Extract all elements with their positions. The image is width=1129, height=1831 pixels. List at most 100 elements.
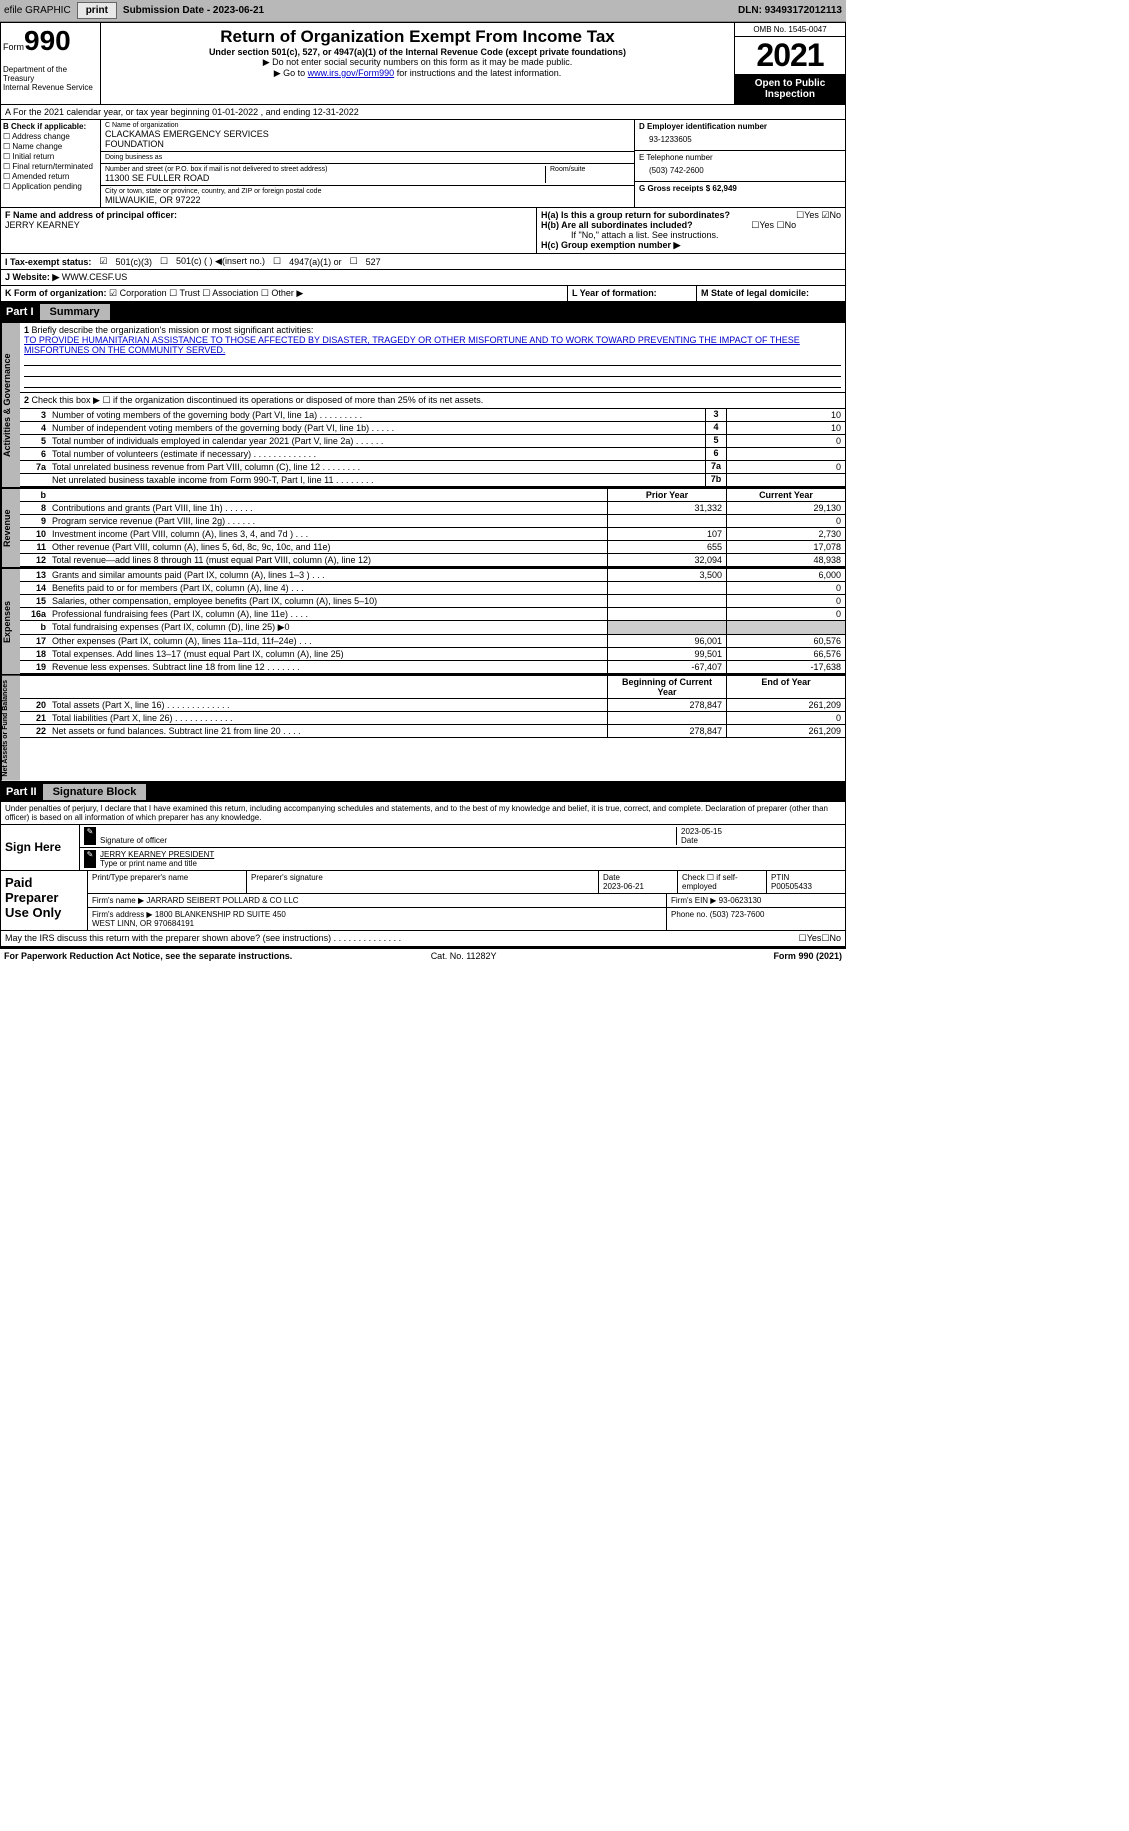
sig-date: 2023-05-15	[681, 827, 722, 836]
ptin: P00505433	[771, 882, 812, 891]
line-b: bTotal fundraising expenses (Part IX, co…	[20, 621, 845, 635]
vtab-expenses: Expenses	[1, 569, 20, 674]
form-label: Form	[3, 42, 24, 52]
527: 527	[366, 257, 381, 267]
hc-label: H(c) Group exemption number ▶	[541, 240, 680, 250]
hdr-prior-year: Prior Year	[607, 489, 726, 501]
street-label: Number and street (or P.O. box if mail i…	[105, 166, 545, 173]
irs-link[interactable]: www.irs.gov/Form990	[308, 68, 395, 78]
line-19: 19Revenue less expenses. Subtract line 1…	[20, 661, 845, 674]
pp-sig-l: Preparer's signature	[247, 871, 599, 893]
line-10: 10Investment income (Part VIII, column (…	[20, 528, 845, 541]
line-16a: 16aProfessional fundraising fees (Part I…	[20, 608, 845, 621]
tax-year: 2021	[735, 37, 845, 74]
city-label: City or town, state or province, country…	[105, 188, 321, 195]
ein: 93-1233605	[639, 131, 841, 148]
line-17: 17Other expenses (Part IX, column (A), l…	[20, 635, 845, 648]
ha-label: H(a) Is this a group return for subordin…	[541, 210, 730, 220]
room-label: Room/suite	[550, 166, 630, 173]
cat-no: Cat. No. 11282Y	[431, 951, 497, 961]
vtab-revenue: Revenue	[1, 489, 20, 567]
form-ref: Form 990 (2021)	[773, 951, 842, 961]
firm-phone: Phone no. (503) 723-7600	[667, 908, 845, 930]
pp-date: 2023-06-21	[603, 882, 644, 891]
row-a-period: A For the 2021 calendar year, or tax yea…	[0, 105, 846, 120]
vtab-netassets: Net Assets or Fund Balances	[1, 676, 20, 781]
paid-preparer: Paid Preparer Use Only	[1, 871, 88, 930]
line-15: 15Salaries, other compensation, employee…	[20, 595, 845, 608]
org-name: CLACKAMAS EMERGENCY SERVICES FOUNDATION	[105, 129, 630, 149]
formorg-label: K Form of organization:	[5, 288, 107, 298]
omb-no: OMB No. 1545-0047	[735, 23, 845, 37]
type-name-label: Type or print name and title	[100, 859, 197, 868]
501c: 501(c) ( ) ◀(insert no.)	[176, 256, 265, 267]
goto-post: for instructions and the latest informat…	[394, 68, 561, 78]
chk-amended: ☐ Amended return	[3, 172, 98, 181]
officer-label: F Name and address of principal officer:	[5, 210, 532, 220]
chk-final: ☐ Final return/terminated	[3, 162, 98, 171]
open-inspection: Open to Public Inspection	[735, 74, 845, 104]
hdr-current-year: Current Year	[726, 489, 845, 501]
tel: (503) 742-2600	[639, 162, 841, 179]
paperwork-notice: For Paperwork Reduction Act Notice, see …	[4, 951, 292, 961]
line-22: 22Net assets or fund balances. Subtract …	[20, 725, 845, 738]
l2: Check this box ▶ ☐ if the organization d…	[32, 395, 484, 405]
may-discuss: May the IRS discuss this return with the…	[5, 933, 799, 944]
website-label: J Website: ▶	[5, 272, 59, 282]
domicile-label: M State of legal domicile:	[701, 288, 809, 298]
dln: DLN: 93493172012113	[738, 5, 842, 16]
form-header: Form990 Department of the Treasury Inter…	[0, 22, 846, 105]
mission: TO PROVIDE HUMANITARIAN ASSISTANCE TO TH…	[24, 335, 800, 355]
submission-date: Submission Date - 2023-06-21	[123, 5, 264, 16]
chk-name: ☐ Name change	[3, 142, 98, 151]
officer-typed: JERRY KEARNEY PRESIDENT	[100, 850, 214, 859]
line-21: 21Total liabilities (Part X, line 26) . …	[20, 712, 845, 725]
goto-pre: ▶ Go to	[274, 68, 308, 78]
line-14: 14Benefits paid to or for members (Part …	[20, 582, 845, 595]
line-12: 12Total revenue—add lines 8 through 11 (…	[20, 554, 845, 567]
line-13: 13Grants and similar amounts paid (Part …	[20, 569, 845, 582]
part2-header: Part IISignature Block	[0, 782, 846, 802]
tel-label: E Telephone number	[639, 153, 841, 162]
form-990: 990	[24, 25, 71, 56]
sig-officer-label: Signature of officer	[100, 836, 167, 845]
website: WWW.CESF.US	[62, 272, 128, 282]
chk-initial: ☐ Initial return	[3, 152, 98, 161]
line-18: 18Total expenses. Add lines 13–17 (must …	[20, 648, 845, 661]
l1: Briefly describe the organization's miss…	[32, 325, 314, 335]
firm-name: JARRARD SEIBERT POLLARD & CO LLC	[146, 896, 298, 905]
line-5: 5Total number of individuals employed in…	[20, 435, 845, 448]
form-sub1: Under section 501(c), 527, or 4947(a)(1)…	[105, 47, 730, 57]
pp-self: Check ☐ if self-employed	[678, 871, 767, 893]
dba-label: Doing business as	[105, 154, 162, 161]
hb-note: If "No," attach a list. See instructions…	[541, 230, 841, 240]
toolbar: efile GRAPHIC print Submission Date - 20…	[0, 0, 846, 22]
dept-treasury: Department of the Treasury Internal Reve…	[3, 65, 98, 92]
4947: 4947(a)(1) or	[289, 257, 342, 267]
yof-label: L Year of formation:	[572, 288, 657, 298]
line-9: 9Program service revenue (Part VIII, lin…	[20, 515, 845, 528]
officer-name: JERRY KEARNEY	[5, 220, 532, 230]
firm-ein: Firm's EIN ▶ 93-0623130	[667, 894, 845, 907]
efile-label: efile GRAPHIC	[4, 5, 71, 16]
print-button[interactable]: print	[77, 2, 117, 19]
colb-label: B Check if applicable:	[3, 122, 98, 131]
city: MILWAUKIE, OR 97222	[105, 195, 321, 205]
street: 11300 SE FULLER ROAD	[105, 173, 545, 183]
line-7a: 7aTotal unrelated business revenue from …	[20, 461, 845, 474]
part1-header: Part ISummary	[0, 302, 846, 322]
ein-label: D Employer identification number	[639, 122, 841, 131]
hdr-eoy: End of Year	[726, 676, 845, 698]
form-title: Return of Organization Exempt From Incom…	[105, 27, 730, 47]
org-name-label: C Name of organization	[105, 122, 630, 129]
pp-name-l: Print/Type preparer's name	[88, 871, 247, 893]
gross-receipts: G Gross receipts $ 62,949	[639, 184, 841, 193]
line-7b: Net unrelated business taxable income fr…	[20, 474, 845, 487]
row-b: b	[20, 489, 50, 501]
chk-pending: ☐ Application pending	[3, 182, 98, 191]
col-b-checkboxes: B Check if applicable: ☐ Address change …	[1, 120, 101, 207]
pen-icon: ✎	[84, 827, 96, 845]
line-20: 20Total assets (Part X, line 16) . . . .…	[20, 699, 845, 712]
chk-address: ☐ Address change	[3, 132, 98, 141]
501c3: 501(c)(3)	[115, 257, 152, 267]
